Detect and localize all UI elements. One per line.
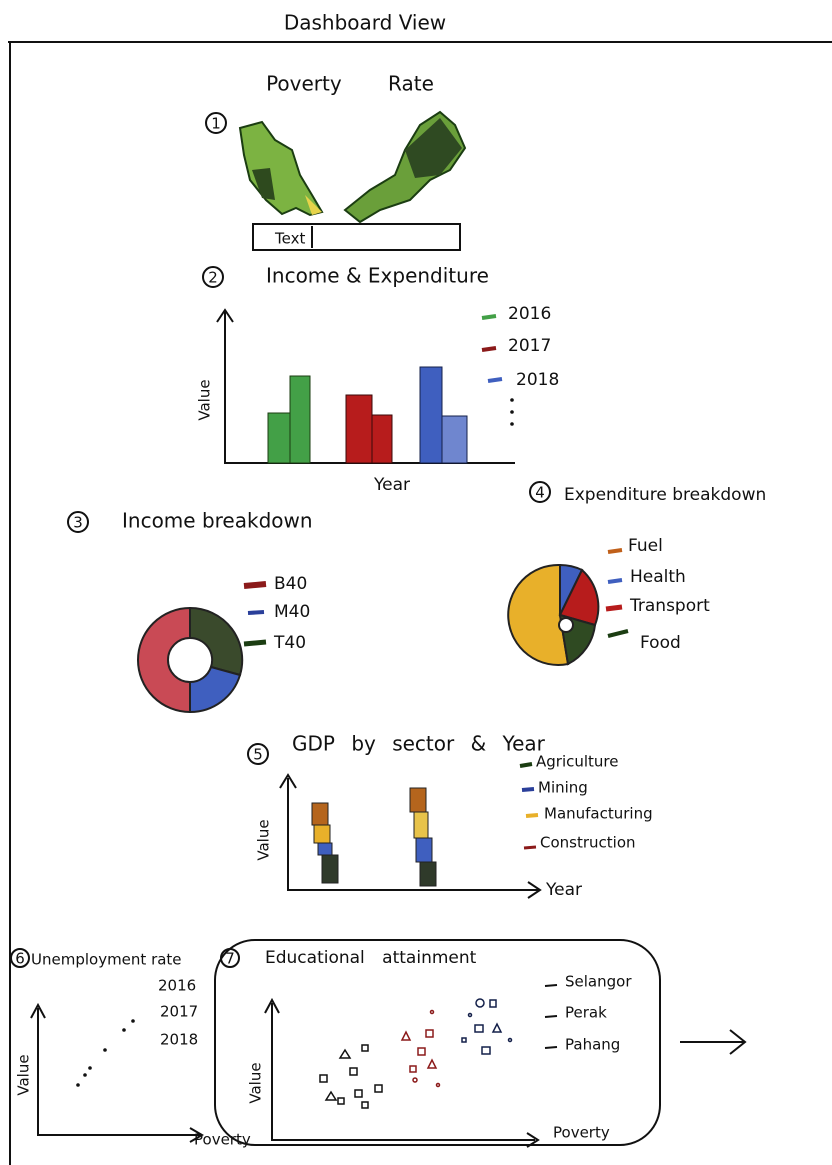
section-number-badge xyxy=(205,112,227,134)
stacked-bar-sketch xyxy=(409,787,437,887)
scatter-sketch xyxy=(461,998,513,1055)
section-number-badge xyxy=(247,743,269,765)
legend-swatch xyxy=(607,629,629,638)
legend-label: Mining xyxy=(538,779,588,797)
sketch-bar xyxy=(267,412,291,464)
legend-label: Agriculture xyxy=(536,753,619,771)
section-number: 1 xyxy=(211,115,221,133)
scatter-sketch xyxy=(319,1044,383,1109)
section-number-badge xyxy=(220,948,240,968)
legend-swatch xyxy=(523,845,537,850)
frame xyxy=(8,41,832,1165)
sketch-bar xyxy=(289,375,311,464)
scatter-sketch xyxy=(400,1009,441,1088)
x-axis-label: Year xyxy=(545,880,582,900)
axes xyxy=(264,997,540,1148)
legend-label: 2016 xyxy=(508,304,551,324)
section-number: 2 xyxy=(208,269,218,287)
section-number-badge xyxy=(529,481,551,503)
legend-swatch xyxy=(521,787,535,792)
axes xyxy=(279,773,542,899)
axes xyxy=(216,308,515,464)
legend-swatch xyxy=(607,548,623,554)
sketch-bar xyxy=(419,366,443,464)
section-number-badge xyxy=(67,511,89,533)
legend-swatch xyxy=(519,762,533,768)
x-axis-label: Poverty xyxy=(194,1131,251,1149)
legend-label: M40 xyxy=(274,602,310,622)
map-region xyxy=(405,118,462,178)
section-number: 4 xyxy=(535,484,545,502)
legend-swatch xyxy=(481,346,497,352)
legend-label: Health xyxy=(630,567,686,587)
panel xyxy=(214,939,661,1146)
legend-label: Transport xyxy=(629,596,710,616)
legend-swatch xyxy=(544,1015,558,1018)
y-axis-label: Value xyxy=(15,1054,33,1095)
section-number-badge xyxy=(202,266,224,288)
section-title: GDP by sector & Year xyxy=(292,732,546,756)
sketch-bar xyxy=(345,394,373,464)
y-axis-label: Value xyxy=(196,379,214,420)
x-axis-label: Poverty xyxy=(553,1124,610,1142)
axes xyxy=(30,1002,204,1143)
scatter-sketch xyxy=(76,1019,135,1087)
section-number: 7 xyxy=(225,950,235,968)
legend-label: Perak xyxy=(565,1004,607,1022)
legend-swatch xyxy=(544,984,558,987)
section-title: Income breakdown xyxy=(122,509,313,533)
next-arrow[interactable] xyxy=(680,1029,747,1055)
pie-sketch xyxy=(507,563,600,666)
legend-label: Pahang xyxy=(565,1036,620,1054)
section-number: 3 xyxy=(73,514,83,532)
section-number: 5 xyxy=(253,746,263,764)
legend-swatch xyxy=(605,604,623,612)
section-title: Educational attainment xyxy=(265,948,477,968)
legend-label: Fuel xyxy=(628,536,663,556)
x-axis-label: Year xyxy=(373,475,410,495)
page-title: Dashboard View xyxy=(284,11,446,35)
donut-sketch xyxy=(137,606,244,714)
section-number: 6 xyxy=(15,950,25,968)
legend-swatch xyxy=(487,377,503,383)
legend-label: T40 xyxy=(273,633,306,653)
legend-swatch xyxy=(525,813,539,818)
map-region xyxy=(252,168,275,200)
legend-label: 2017 xyxy=(508,336,551,356)
legend-label: 2018 xyxy=(516,370,559,390)
y-axis-label: Value xyxy=(255,819,273,860)
legend-label: Manufacturing xyxy=(544,805,653,823)
legend-swatch xyxy=(607,578,623,584)
more-indicator xyxy=(510,398,514,426)
sketch-bar xyxy=(371,414,393,464)
legend-swatch xyxy=(247,610,265,615)
sketch-bar xyxy=(441,415,468,464)
legend-swatch xyxy=(544,1046,558,1049)
stacked-bar-sketch xyxy=(311,802,339,884)
legend-swatch xyxy=(243,639,267,647)
legend-label: 2018 xyxy=(160,1031,198,1049)
legend-label: B40 xyxy=(274,574,307,594)
section-title: Unemployment rate xyxy=(31,951,182,969)
section-title: Poverty Rate xyxy=(266,72,434,96)
text-input[interactable] xyxy=(252,223,461,251)
legend-label: Selangor xyxy=(565,973,632,991)
input-placeholder: Text xyxy=(274,230,305,248)
legend-label: Food xyxy=(640,633,681,653)
legend-label: 2017 xyxy=(160,1003,198,1021)
legend-label: 2016 xyxy=(158,977,196,995)
legend-swatch xyxy=(243,581,267,589)
section-title: Expenditure breakdown xyxy=(564,485,766,505)
y-axis-label: Value xyxy=(247,1062,265,1103)
legend-label: Construction xyxy=(540,834,636,852)
section-number-badge xyxy=(10,948,30,968)
section-title: Income & Expenditure xyxy=(266,264,489,288)
legend-swatch xyxy=(481,314,497,320)
map-region xyxy=(305,195,322,215)
